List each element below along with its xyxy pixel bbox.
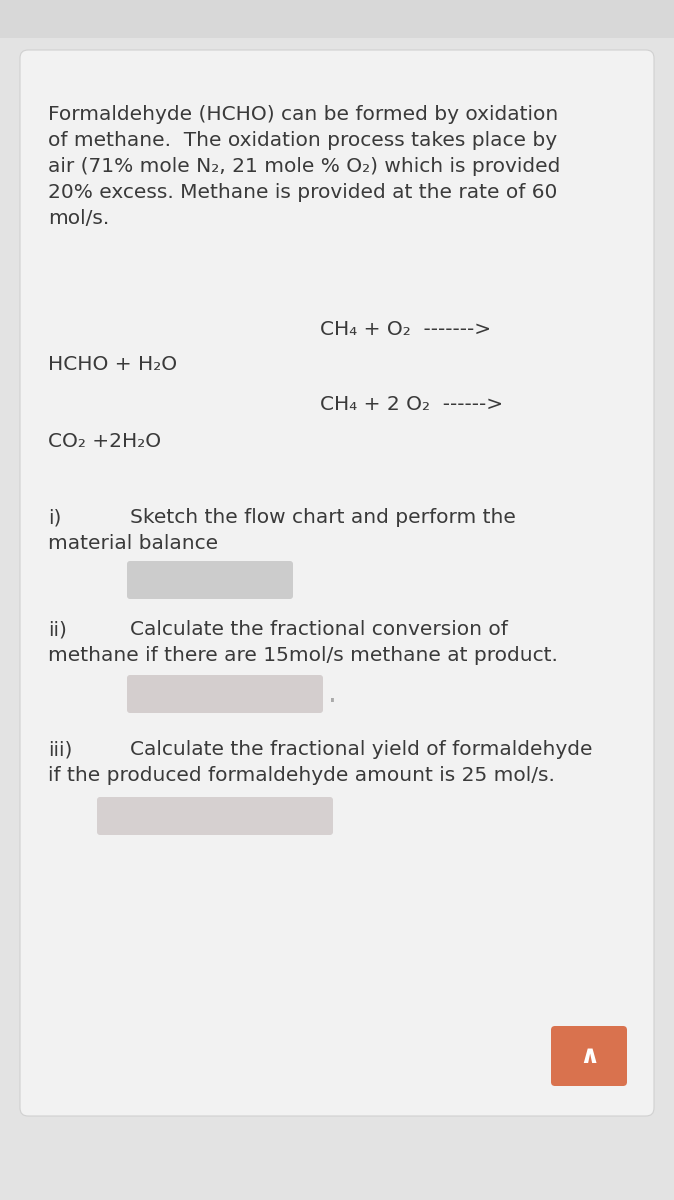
- Text: .: .: [328, 680, 337, 708]
- FancyBboxPatch shape: [127, 560, 293, 599]
- Text: Sketch the flow chart and perform the: Sketch the flow chart and perform the: [130, 508, 516, 527]
- Text: ii): ii): [48, 620, 67, 638]
- FancyBboxPatch shape: [127, 674, 323, 713]
- Text: Calculate the fractional yield of formaldehyde: Calculate the fractional yield of formal…: [130, 740, 592, 758]
- FancyBboxPatch shape: [551, 1026, 627, 1086]
- Text: CH₄ + O₂  ------->: CH₄ + O₂ ------->: [320, 320, 491, 338]
- Text: CH₄ + 2 O₂  ------>: CH₄ + 2 O₂ ------>: [320, 395, 503, 414]
- FancyBboxPatch shape: [97, 797, 333, 835]
- Text: mol/s.: mol/s.: [48, 209, 109, 228]
- Text: Calculate the fractional conversion of: Calculate the fractional conversion of: [130, 620, 508, 638]
- Text: i): i): [48, 508, 61, 527]
- Text: ∧: ∧: [579, 1044, 599, 1068]
- Text: of methane.  The oxidation process takes place by: of methane. The oxidation process takes …: [48, 131, 557, 150]
- Text: air (71% mole N₂, 21 mole % O₂) which is provided: air (71% mole N₂, 21 mole % O₂) which is…: [48, 157, 560, 176]
- Text: if the produced formaldehyde amount is 25 mol/s.: if the produced formaldehyde amount is 2…: [48, 766, 555, 785]
- Bar: [0, 0, 674, 38]
- FancyBboxPatch shape: [20, 50, 654, 1116]
- Text: CO₂ +2H₂O: CO₂ +2H₂O: [48, 432, 161, 451]
- Text: methane if there are 15mol/s methane at product.: methane if there are 15mol/s methane at …: [48, 646, 558, 665]
- Text: HCHO + H₂O: HCHO + H₂O: [48, 355, 177, 374]
- Text: Formaldehyde (HCHO) can be formed by oxidation: Formaldehyde (HCHO) can be formed by oxi…: [48, 104, 558, 124]
- Text: material balance: material balance: [48, 534, 218, 553]
- Text: 20% excess. Methane is provided at the rate of 60: 20% excess. Methane is provided at the r…: [48, 182, 557, 202]
- Text: iii): iii): [48, 740, 72, 758]
